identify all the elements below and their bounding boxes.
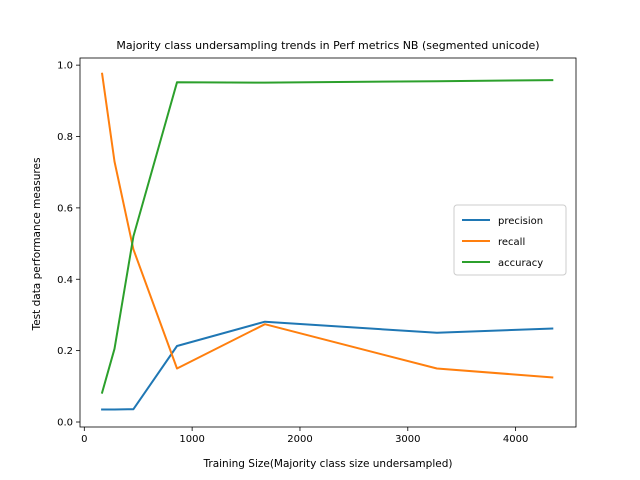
x-axis: 0 1000 2000 3000 4000 — [81, 427, 528, 445]
legend-label-accuracy: accuracy — [498, 258, 543, 269]
axes-frame — [79, 57, 577, 428]
y-tick-label: 0.6 — [57, 203, 73, 214]
y-tick-label: 0.2 — [57, 346, 73, 357]
legend-label-recall: recall — [498, 237, 525, 248]
series-line-accuracy — [100, 79, 554, 394]
y-tick-label: 1.0 — [57, 61, 73, 72]
legend-box — [453, 204, 567, 276]
legend-label-precision: precision — [498, 216, 543, 227]
series-line-recall — [100, 72, 554, 379]
y-axis: 0.0 0.2 0.4 0.6 0.8 1.0 — [57, 61, 80, 429]
plot-area — [79, 57, 577, 428]
x-tick-label: 1000 — [179, 434, 204, 445]
series-line-precision — [101, 320, 554, 411]
x-axis-label: Training Size(Majority class size unders… — [203, 458, 453, 470]
y-axis-label: Test data performance measures — [31, 158, 43, 332]
y-tick-label: 0.8 — [57, 132, 73, 143]
y-tick-label: 0.0 — [57, 418, 73, 429]
x-tick-label: 0 — [81, 434, 87, 445]
y-tick-label: 0.4 — [57, 275, 73, 286]
legend: precision recall accuracy — [453, 204, 567, 276]
chart-title: Majority class undersampling trends in P… — [116, 39, 539, 52]
series-lines — [100, 72, 554, 411]
x-tick-label: 2000 — [287, 434, 312, 445]
x-tick-label: 3000 — [395, 434, 420, 445]
x-tick-label: 4000 — [503, 434, 528, 445]
